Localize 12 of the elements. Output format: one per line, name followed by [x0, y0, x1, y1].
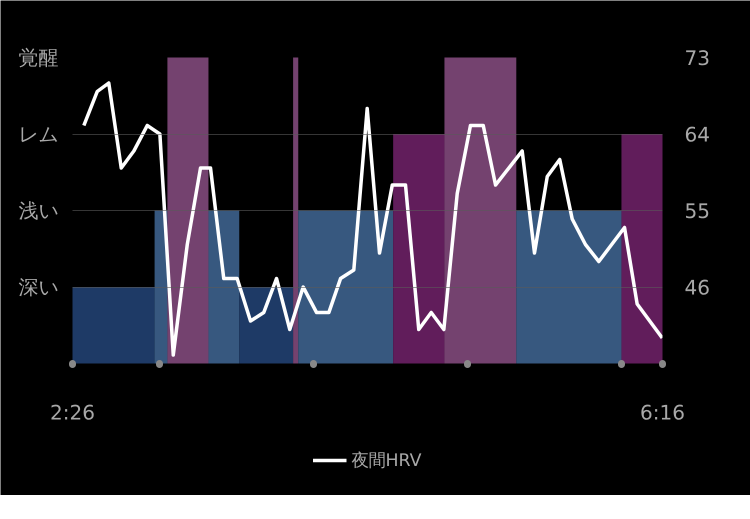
- y-tick-label: 55: [684, 199, 710, 223]
- category-label: 覚醒: [18, 46, 58, 70]
- category-label: レム: [18, 122, 58, 146]
- line-series: [82, 81, 662, 357]
- x-tick-label: 6:16: [640, 400, 685, 424]
- y-tick-label: 64: [684, 122, 710, 146]
- x-tick-label: 2:26: [50, 400, 95, 424]
- y-tick-label: 73: [684, 46, 710, 70]
- category-label: 深い: [18, 275, 58, 299]
- category-label: 浅い: [18, 198, 58, 222]
- y-tick-label: 46: [684, 276, 710, 300]
- legend-label: 夜間HRV: [352, 450, 422, 472]
